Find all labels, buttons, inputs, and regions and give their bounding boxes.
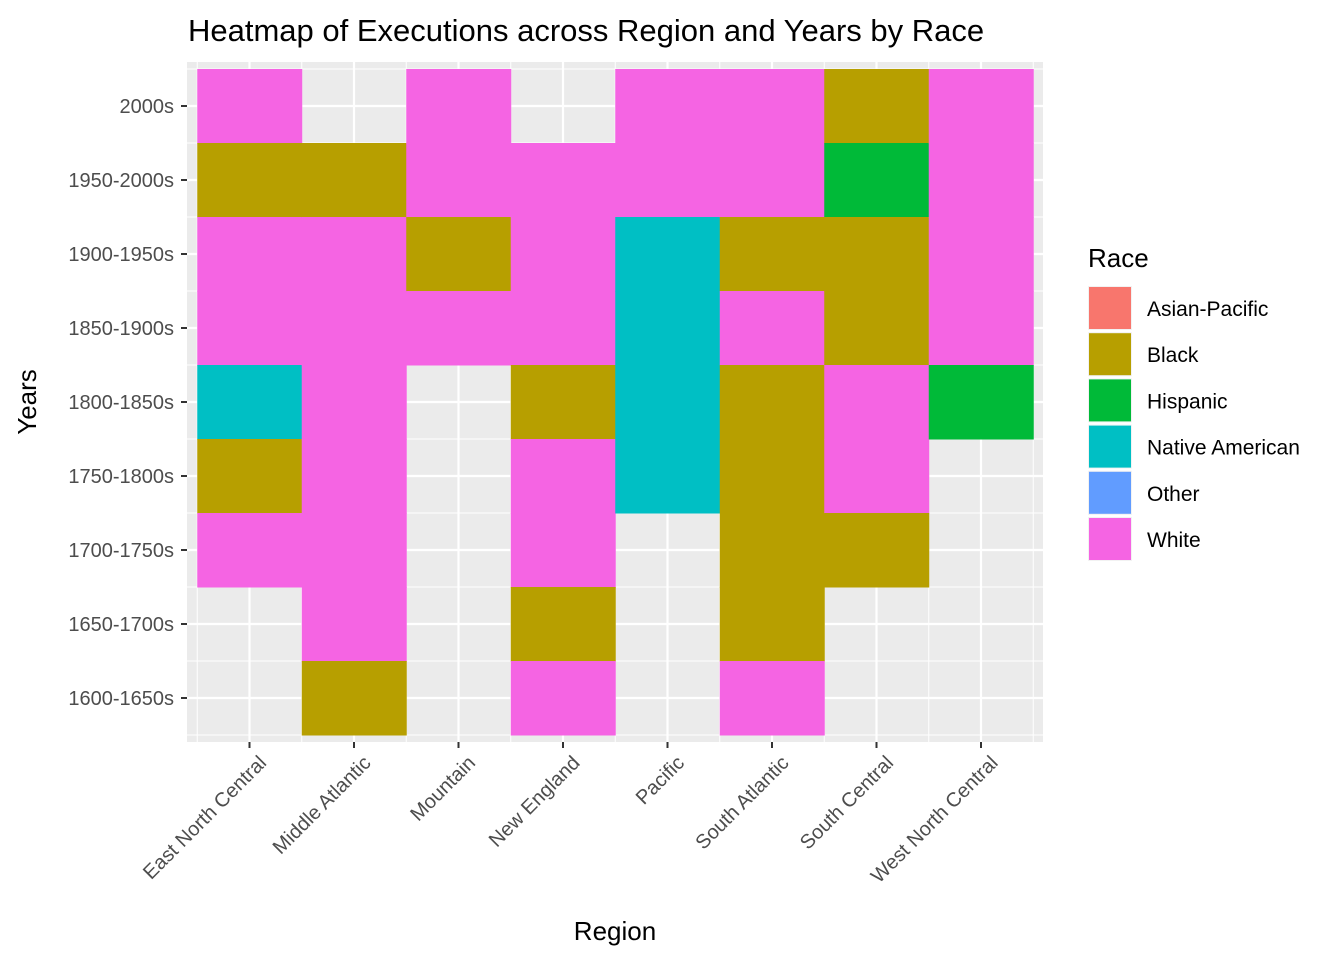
heatmap-cell	[301, 513, 407, 588]
x-tick-label: Pacific	[632, 752, 689, 809]
y-tick-label: 1850-1900s	[68, 318, 174, 340]
heatmap-cell	[197, 439, 303, 514]
x-tick-label: South Atlantic	[691, 752, 793, 854]
heatmap-cell	[510, 439, 616, 514]
heatmap-cell	[197, 217, 303, 292]
legend: Race Asian-Pacific Black Hispanic Native Am…	[1088, 243, 1300, 561]
heatmap-cell	[301, 217, 407, 292]
legend-label: White	[1147, 529, 1201, 552]
legend-swatch	[1089, 425, 1131, 468]
x-tick-label: Middle Atlantic	[269, 752, 376, 859]
legend-swatch	[1089, 379, 1131, 422]
heatmap-cell	[197, 513, 303, 588]
heatmap-cell	[615, 217, 721, 292]
heatmap-cell	[719, 439, 825, 514]
heatmap-cell	[719, 143, 825, 218]
x-tick-label: East North Central	[139, 752, 271, 884]
heatmap-cell	[510, 217, 616, 292]
heatmap-cell	[510, 143, 616, 218]
legend-label: Black	[1147, 344, 1199, 367]
heatmap-cell	[928, 291, 1034, 366]
heatmap-cell	[719, 291, 825, 366]
y-axis: 1600-1650s 1650-1700s 1700-1750s 1750-1800s…	[68, 96, 187, 710]
legend-label: Other	[1147, 483, 1200, 506]
heatmap-cell	[301, 143, 407, 218]
y-tick-label: 2000s	[120, 96, 175, 118]
heatmap-cell	[406, 291, 512, 366]
heatmap-cell	[301, 661, 407, 736]
heatmap-cell	[406, 69, 512, 144]
y-tick-label: 1800-1850s	[68, 392, 174, 414]
y-axis-title: Years	[12, 369, 42, 435]
y-tick-label: 1900-1950s	[68, 244, 174, 266]
heatmap-cell	[824, 69, 930, 144]
heatmap-cell	[301, 587, 407, 662]
heatmap-cell	[197, 365, 303, 440]
heatmap-cell	[719, 513, 825, 588]
heatmap-cell	[824, 513, 930, 588]
heatmap-cell	[510, 291, 616, 366]
heatmap-cell	[719, 365, 825, 440]
heatmap-cell	[510, 513, 616, 588]
legend-label: Native American	[1147, 437, 1300, 460]
heatmap-cell	[719, 69, 825, 144]
legend-swatch	[1089, 471, 1131, 514]
heatmap-cell	[824, 291, 930, 366]
heatmap-cell	[615, 365, 721, 440]
legend-title: Race	[1088, 243, 1149, 273]
heatmap-cell	[197, 69, 303, 144]
heatmap-cell	[301, 291, 407, 366]
heatmap-cell	[824, 143, 930, 218]
heatmap-cell	[824, 439, 930, 514]
heatmap-cell	[928, 217, 1034, 292]
heatmap-cell	[824, 217, 930, 292]
legend-swatch	[1089, 518, 1131, 560]
heatmap-cell	[719, 587, 825, 662]
heatmap-cell	[510, 661, 616, 736]
heatmap-cell	[928, 365, 1034, 440]
x-axis-title: Region	[574, 916, 656, 946]
heatmap-cell	[406, 217, 512, 292]
heatmap-cell	[406, 143, 512, 218]
heatmap-cell	[928, 69, 1034, 144]
legend-items: Asian-Pacific Black Hispanic Native America…	[1088, 286, 1300, 561]
heatmap-cell	[928, 143, 1034, 218]
x-tick-label: South Central	[796, 752, 898, 854]
x-tick-label: New England	[485, 752, 585, 852]
plot-panel	[187, 62, 1043, 742]
y-tick-label: 1650-1700s	[68, 614, 174, 636]
heatmap-cell	[615, 143, 721, 218]
heatmap-cell	[719, 661, 825, 736]
y-tick-label: 1750-1800s	[68, 466, 174, 488]
heatmap-cell	[615, 291, 721, 366]
heatmap-cell	[719, 217, 825, 292]
y-tick-label: 1950-2000s	[68, 170, 174, 192]
legend-swatch	[1089, 333, 1131, 376]
heatmap-cell	[197, 143, 303, 218]
x-tick-label: Mountain	[406, 752, 480, 826]
heatmap-cell	[615, 69, 721, 144]
heatmap-cell	[510, 365, 616, 440]
legend-label: Asian-Pacific	[1147, 298, 1268, 321]
heatmap-cell	[824, 365, 930, 440]
heatmap-cell	[197, 291, 303, 366]
heatmap-cell	[510, 587, 616, 662]
legend-label: Hispanic	[1147, 390, 1228, 413]
y-tick-label: 1600-1650s	[68, 688, 174, 710]
heatmap-cell	[615, 439, 721, 514]
heatmap-cell	[301, 439, 407, 514]
legend-swatch	[1089, 287, 1131, 329]
heatmap-cell	[301, 365, 407, 440]
y-tick-label: 1700-1750s	[68, 540, 174, 562]
chart-title: Heatmap of Executions across Region and …	[188, 13, 984, 48]
